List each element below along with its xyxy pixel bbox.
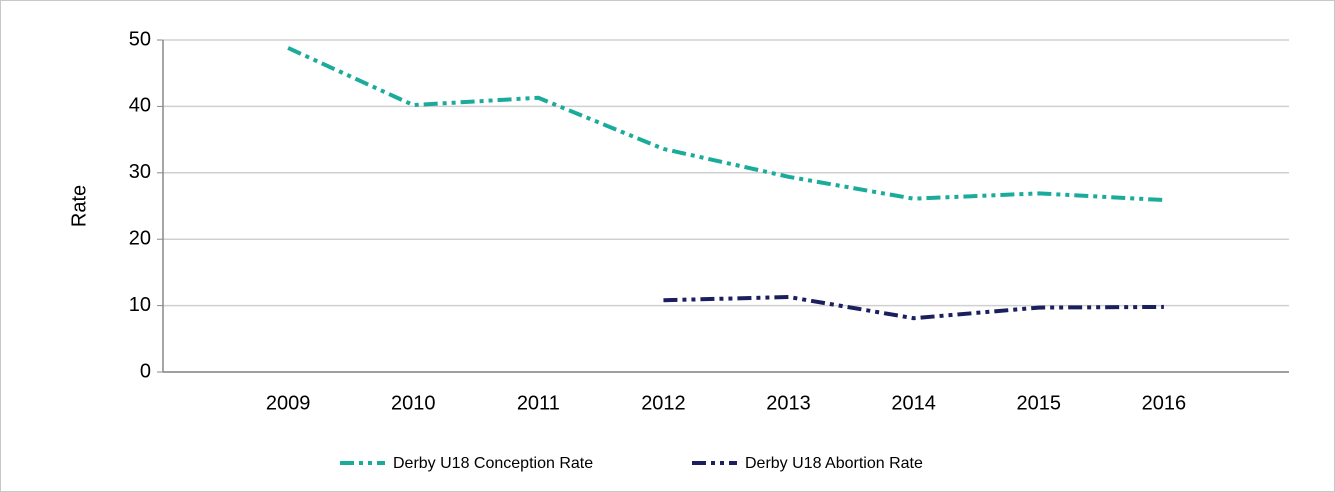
series-line	[663, 294, 1164, 321]
x-tick-label: 2014	[891, 392, 936, 414]
y-tick-label: 40	[129, 95, 151, 117]
x-tick-label: 2016	[1142, 392, 1187, 414]
legend: Derby U18 Conception Rate Derby U18 Abort…	[340, 455, 923, 472]
x-tick-label: 2009	[266, 392, 311, 414]
series-line	[287, 46, 1164, 203]
y-tick-label: 30	[129, 161, 151, 183]
x-tick-label: 2015	[1017, 392, 1062, 414]
y-tick-label: 10	[129, 294, 151, 316]
y-tick-label: 50	[129, 28, 151, 50]
y-tick-label: 20	[129, 227, 151, 249]
x-tick-label: 2010	[391, 392, 436, 414]
y-axis-label: Rate	[68, 185, 90, 227]
x-tick-label: 2012	[641, 392, 686, 414]
x-tick-label: 2011	[517, 392, 560, 414]
x-tick-label: 2013	[766, 392, 811, 414]
legend-label: Derby U18 Abortion Rate	[745, 455, 923, 472]
legend-label: Derby U18 Conception Rate	[393, 455, 593, 472]
y-tick-label: 0	[140, 360, 151, 382]
